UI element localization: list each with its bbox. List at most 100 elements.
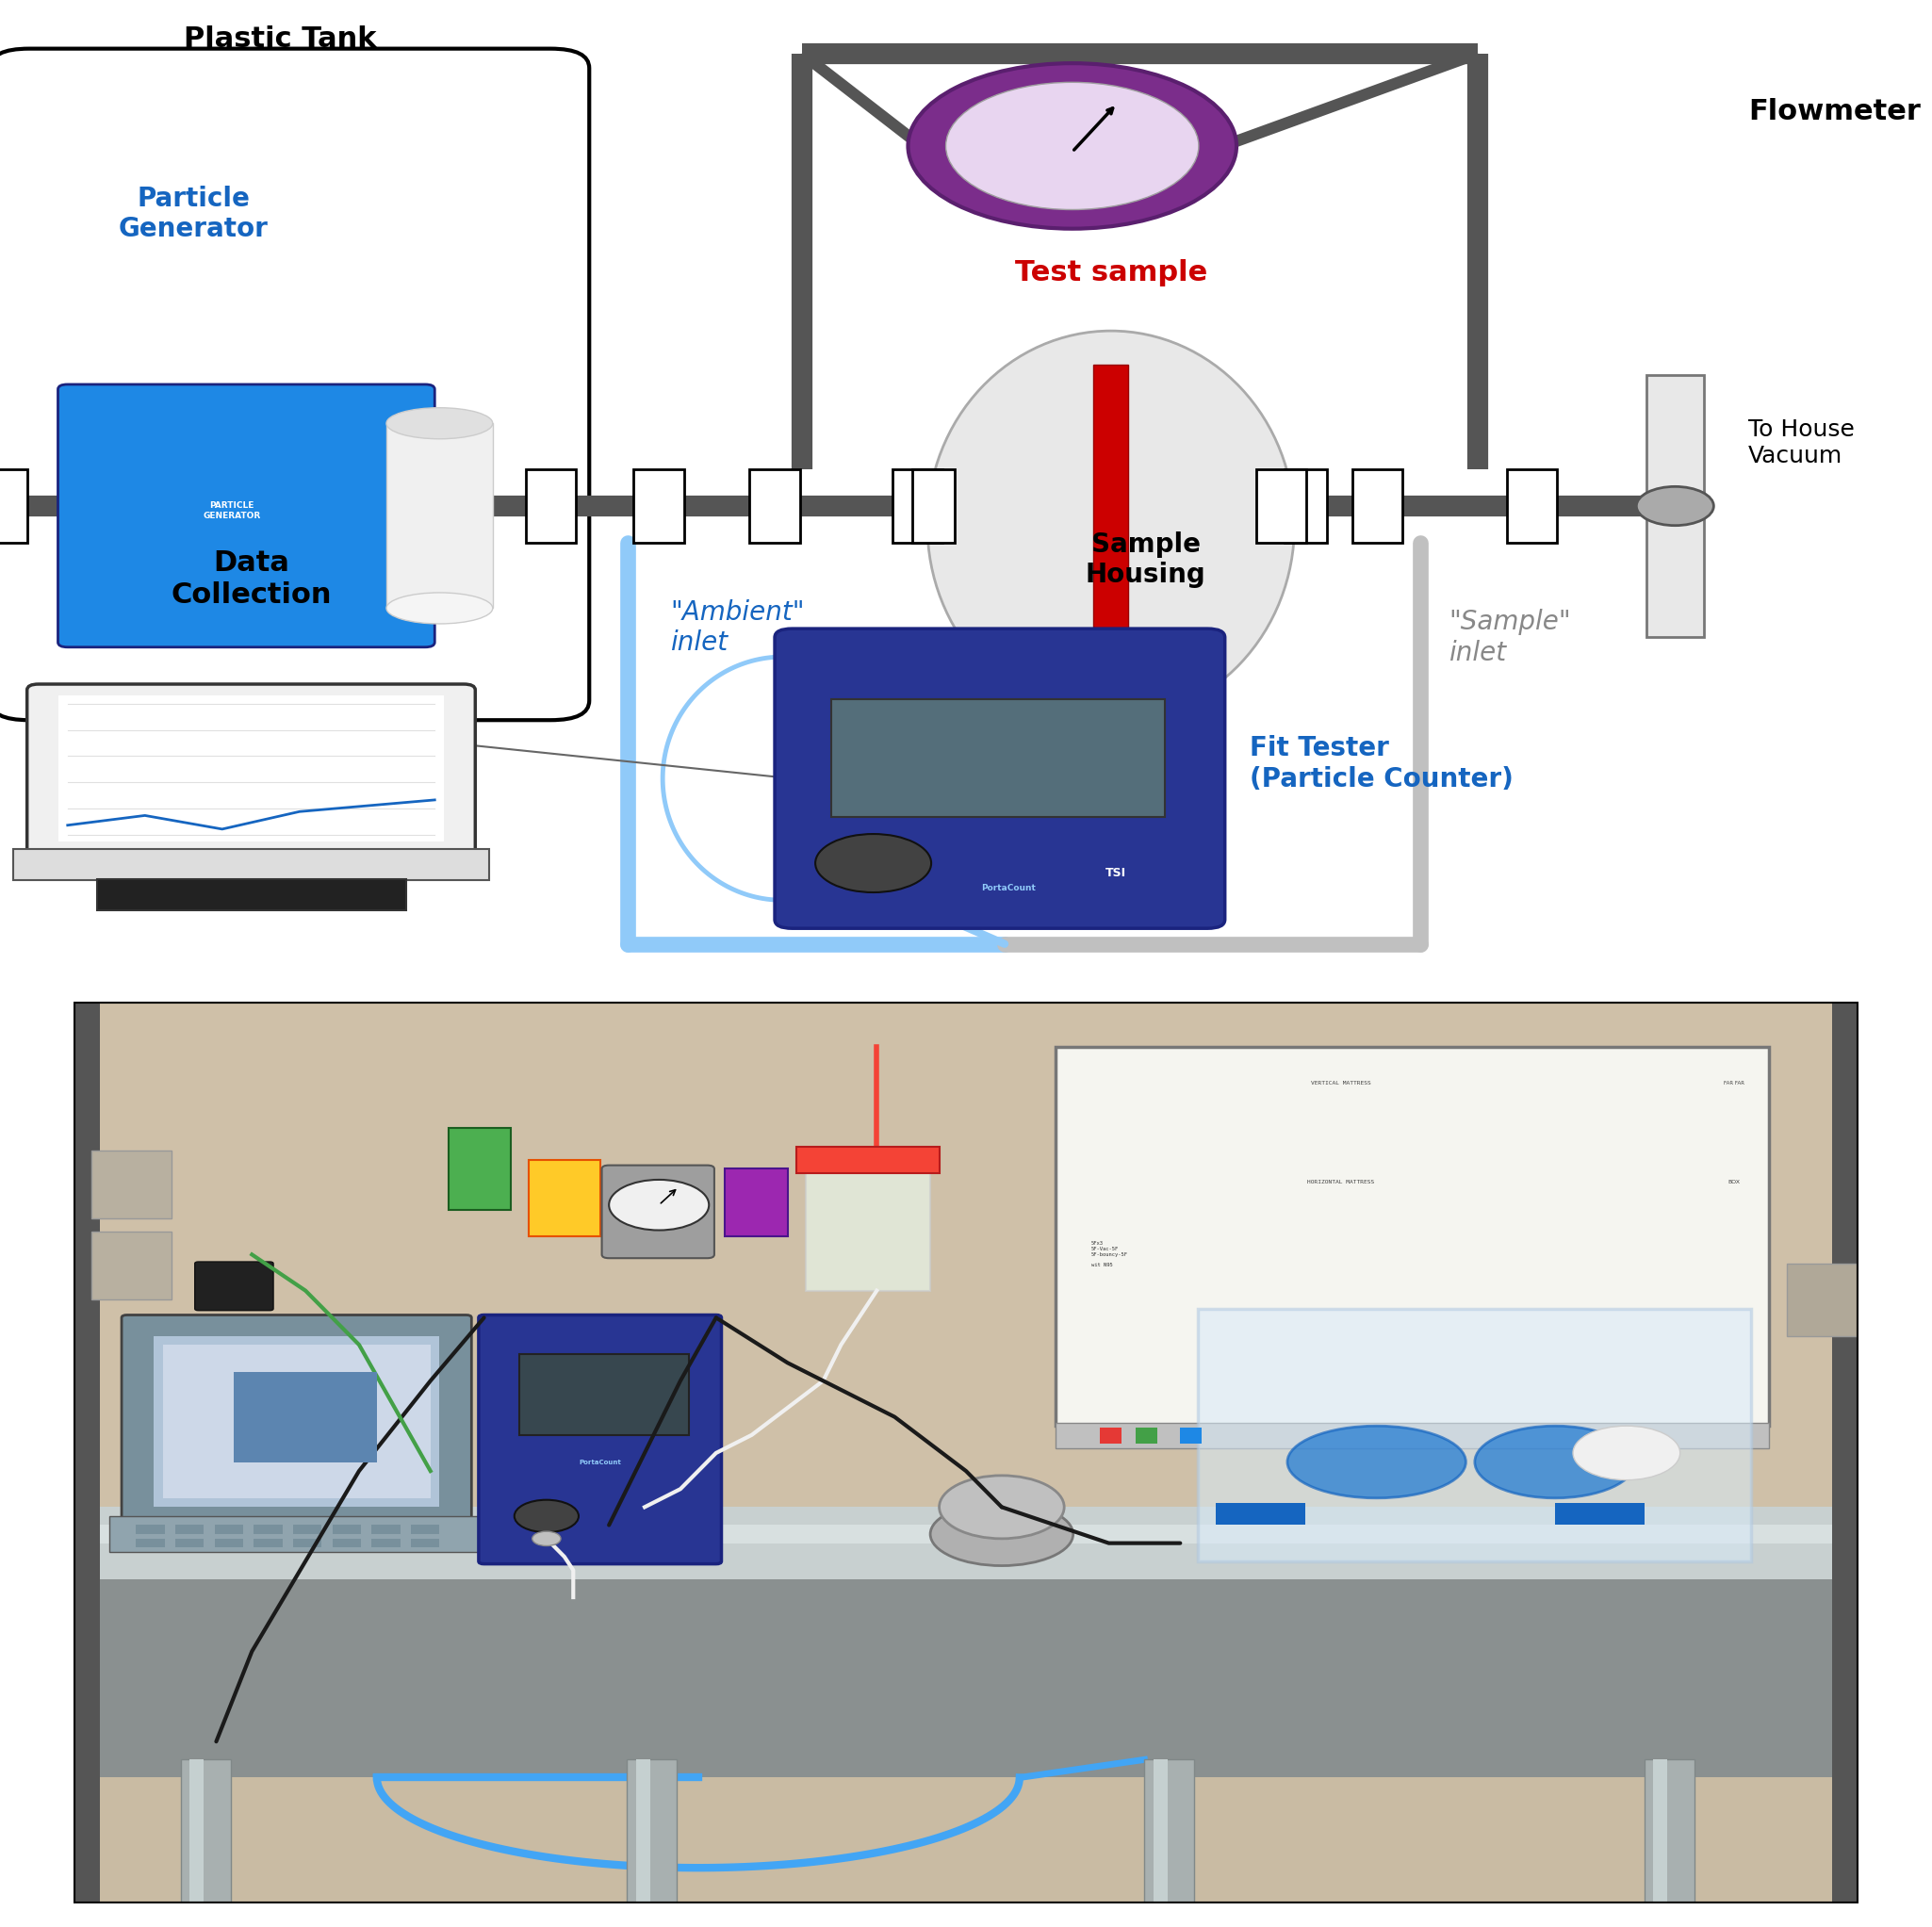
Bar — [448, 1129, 510, 1210]
Text: "Sample"
inlet: "Sample" inlet — [1449, 609, 1571, 667]
Ellipse shape — [1287, 1426, 1466, 1497]
Bar — [214, 1538, 243, 1547]
Bar — [14, 848, 489, 881]
Bar — [1285, 468, 1327, 543]
Bar — [180, 1759, 230, 1904]
Bar — [73, 1002, 100, 1904]
Text: FAR FAR: FAR FAR — [1723, 1081, 1745, 1085]
Text: VERTICAL MATTRESS: VERTICAL MATTRESS — [1310, 1081, 1372, 1085]
FancyBboxPatch shape — [27, 684, 475, 859]
Bar — [294, 1524, 321, 1534]
Text: Data
Collection: Data Collection — [170, 549, 332, 609]
Bar — [1144, 1759, 1194, 1904]
Bar — [636, 1759, 649, 1904]
Circle shape — [939, 1476, 1065, 1538]
Text: Flowmeter: Flowmeter — [1748, 98, 1920, 125]
Bar — [1832, 1002, 1859, 1904]
Bar — [1256, 468, 1306, 543]
Bar — [529, 1160, 601, 1237]
Text: PortaCount: PortaCount — [580, 1459, 622, 1465]
Bar — [1055, 1424, 1770, 1449]
Bar — [1507, 468, 1557, 543]
Bar — [1646, 374, 1704, 638]
Text: Particle
Generator: Particle Generator — [118, 185, 269, 243]
Bar — [1654, 1759, 1667, 1904]
Bar — [520, 1355, 690, 1436]
Text: BOX: BOX — [1727, 1179, 1739, 1185]
Bar — [176, 1524, 203, 1534]
Bar — [162, 1345, 431, 1497]
Bar — [831, 700, 1165, 817]
Circle shape — [1573, 1426, 1681, 1480]
Bar — [1198, 1308, 1752, 1561]
Bar — [1055, 1046, 1770, 1426]
Bar — [155, 1335, 439, 1507]
Bar — [91, 1231, 172, 1299]
Text: Sample
Housing: Sample Housing — [1086, 532, 1206, 588]
Wedge shape — [815, 834, 931, 892]
Bar — [386, 424, 493, 609]
FancyBboxPatch shape — [603, 1166, 715, 1258]
Bar — [526, 468, 576, 543]
Bar — [1644, 1759, 1694, 1904]
Bar — [91, 1150, 172, 1218]
Bar — [796, 1147, 939, 1174]
FancyBboxPatch shape — [0, 48, 589, 721]
Circle shape — [908, 64, 1236, 229]
Bar — [0, 468, 27, 543]
Bar — [806, 1164, 931, 1291]
Bar — [750, 468, 800, 543]
Bar — [73, 1002, 1859, 1524]
Ellipse shape — [386, 594, 493, 624]
Bar — [912, 468, 954, 543]
Bar — [294, 1538, 321, 1547]
Text: 5Fx3
5F-Vac-5F
5F-bouncy-5F

wit N95: 5Fx3 5F-Vac-5F 5F-bouncy-5F wit N95 — [1092, 1241, 1128, 1268]
Bar — [97, 879, 406, 910]
Bar — [1555, 1503, 1644, 1524]
Bar — [214, 1524, 243, 1534]
Text: HORIZONTAL MATTRESS: HORIZONTAL MATTRESS — [1308, 1179, 1374, 1185]
Bar — [189, 1759, 203, 1904]
Bar — [332, 1538, 361, 1547]
Circle shape — [947, 83, 1198, 210]
Bar — [1153, 1759, 1167, 1904]
Bar — [634, 468, 684, 543]
FancyBboxPatch shape — [775, 628, 1225, 929]
Bar — [1180, 1428, 1202, 1443]
FancyBboxPatch shape — [58, 383, 435, 647]
Bar — [234, 1372, 377, 1463]
Text: "Ambient"
inlet: "Ambient" inlet — [670, 599, 806, 655]
Bar — [371, 1538, 400, 1547]
Bar — [1215, 1503, 1306, 1524]
Bar — [412, 1524, 439, 1534]
Bar — [1099, 1428, 1121, 1443]
Circle shape — [1636, 488, 1714, 526]
Bar — [1094, 364, 1128, 686]
Ellipse shape — [386, 409, 493, 439]
Text: PARTICLE
GENERATOR: PARTICLE GENERATOR — [203, 501, 261, 520]
Bar — [135, 1524, 164, 1534]
Bar — [73, 1580, 1859, 1777]
Bar — [1136, 1428, 1157, 1443]
Text: To House
Vacuum: To House Vacuum — [1748, 418, 1855, 466]
Bar — [73, 1524, 1859, 1544]
Bar — [371, 1524, 400, 1534]
FancyBboxPatch shape — [122, 1314, 471, 1528]
FancyBboxPatch shape — [479, 1314, 721, 1565]
Ellipse shape — [927, 331, 1294, 721]
Bar — [253, 1538, 282, 1547]
Bar — [58, 696, 444, 842]
Text: PortaCount: PortaCount — [981, 884, 1036, 892]
FancyBboxPatch shape — [195, 1262, 272, 1310]
Bar — [108, 1517, 485, 1551]
Bar — [176, 1538, 203, 1547]
Bar — [1787, 1264, 1859, 1335]
Ellipse shape — [931, 1503, 1072, 1565]
Bar — [893, 468, 943, 543]
Ellipse shape — [1474, 1426, 1634, 1497]
Bar — [1352, 468, 1403, 543]
Circle shape — [514, 1499, 578, 1532]
Text: TSI: TSI — [1105, 867, 1126, 879]
Text: Plastic Tank: Plastic Tank — [184, 25, 377, 52]
Bar — [332, 1524, 361, 1534]
